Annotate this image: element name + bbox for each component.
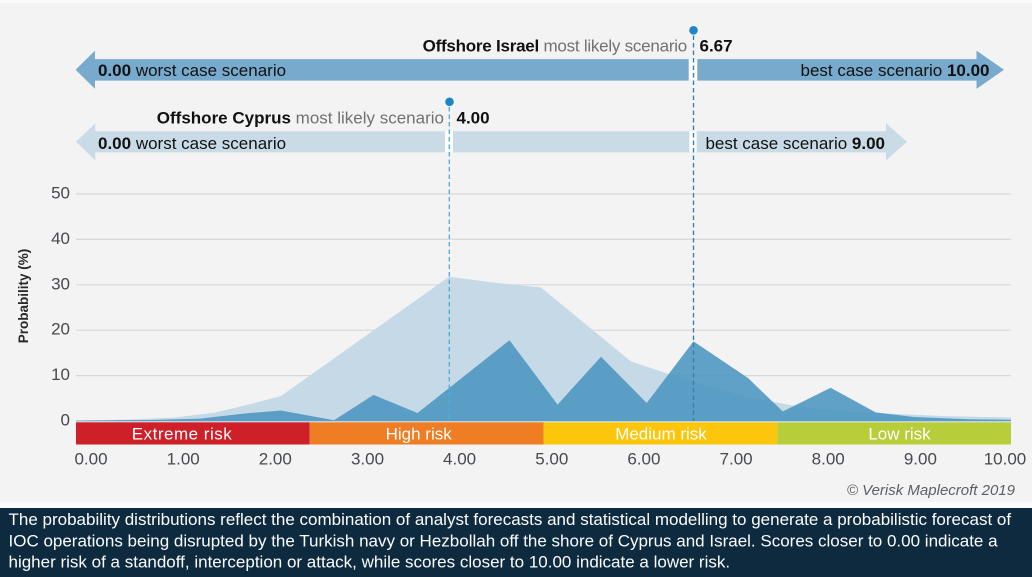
svg-text:6.67: 6.67	[700, 36, 733, 55]
svg-text:Extreme risk: Extreme risk	[132, 424, 232, 443]
svg-text:50: 50	[51, 184, 70, 203]
svg-text:0.00: 0.00	[74, 449, 107, 468]
svg-text:Offshore Israel most likely sc: Offshore Israel most likely scenario	[423, 36, 687, 55]
svg-text:best case scenario 10.00: best case scenario 10.00	[800, 61, 989, 80]
svg-text:40: 40	[51, 229, 70, 248]
svg-text:best case scenario 9.00: best case scenario 9.00	[705, 134, 885, 153]
svg-text:0.00 worst case scenario: 0.00 worst case scenario	[98, 61, 286, 80]
svg-text:The probability distributions: The probability distributions reflect th…	[9, 510, 1012, 529]
svg-text:10: 10	[51, 365, 70, 384]
svg-text:7.00: 7.00	[720, 449, 753, 468]
svg-text:0: 0	[61, 411, 70, 430]
svg-text:30: 30	[51, 274, 70, 293]
svg-text:3.00: 3.00	[351, 449, 384, 468]
svg-text:20: 20	[51, 320, 70, 339]
svg-text:6.00: 6.00	[627, 449, 660, 468]
svg-text:4.00: 4.00	[457, 109, 490, 128]
svg-text:1.00: 1.00	[167, 449, 200, 468]
svg-text:© Verisk Maplecroft 2019: © Verisk Maplecroft 2019	[847, 482, 1016, 499]
svg-text:IOC operations being disrupted: IOC operations being disrupted by the Tu…	[9, 531, 999, 550]
svg-text:10.00: 10.00	[984, 449, 1027, 468]
svg-text:Probability (%): Probability (%)	[16, 249, 31, 344]
svg-text:8.00: 8.00	[812, 449, 845, 468]
svg-text:5.00: 5.00	[535, 449, 568, 468]
svg-text:9.00: 9.00	[904, 449, 937, 468]
svg-text:Low risk: Low risk	[868, 424, 931, 443]
svg-text:Offshore Cyprus most likely sc: Offshore Cyprus most likely scenario	[157, 109, 444, 128]
svg-text:4.00: 4.00	[443, 449, 476, 468]
svg-text:Medium risk: Medium risk	[615, 424, 707, 443]
svg-text:higher risk of a standoff, int: higher risk of a standoff, interception …	[9, 552, 731, 571]
svg-text:High risk: High risk	[386, 424, 453, 443]
svg-text:2.00: 2.00	[259, 449, 292, 468]
svg-text:0.00 worst case scenario: 0.00 worst case scenario	[98, 134, 286, 153]
